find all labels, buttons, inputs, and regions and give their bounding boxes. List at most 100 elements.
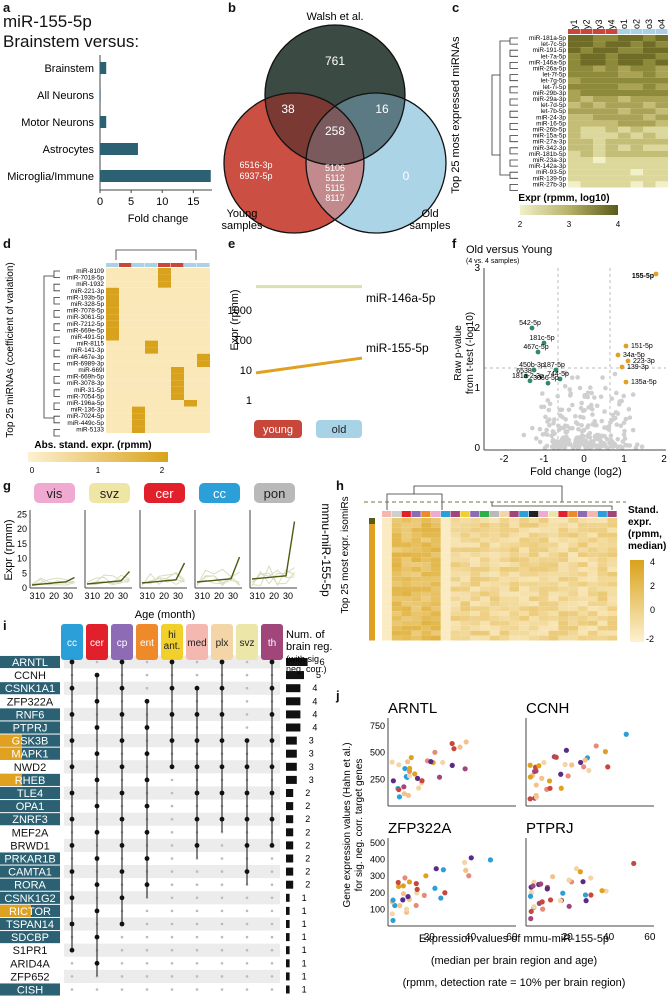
heatmap-cell (568, 527, 578, 533)
data-point-up-old (623, 343, 629, 349)
matrix-dot-filled (119, 738, 125, 743)
heatmap-cell (605, 41, 618, 48)
matrix-dot-empty (170, 870, 174, 873)
row-label: miR-29b-3p (533, 90, 567, 97)
heatmap-cell (391, 596, 402, 602)
row-label: miR-26a-5p (533, 66, 567, 73)
data-point (401, 784, 407, 790)
heatmap-cell (401, 518, 412, 523)
heatmap-cell (568, 181, 581, 188)
column-group-bar (132, 263, 145, 267)
y-tick-label: 1 (246, 395, 252, 407)
bar-category-label: Brainstem (44, 63, 94, 75)
heatmap-cell (391, 625, 402, 631)
heatmap-cell (568, 518, 578, 523)
gene-label-bg (0, 708, 60, 721)
panel-h-heatmap: Top 25 most expr. isomiRs Stand. expr. (… (340, 485, 666, 644)
heatmap-cell (519, 552, 529, 558)
heatmap-cell (460, 547, 471, 553)
heatmap-cell (450, 611, 461, 616)
matrix-dot-empty (170, 831, 174, 834)
heatmap-cell (509, 522, 520, 528)
row-label: miR-191-5p (533, 47, 567, 54)
matrix-dot-empty (170, 896, 174, 900)
heatmap-cell (607, 601, 618, 607)
heatmap-cell (145, 406, 158, 414)
gene-label: TSPAN14 (6, 919, 54, 931)
data-point (582, 892, 589, 898)
heatmap-cell (597, 581, 608, 587)
count-bar (286, 893, 290, 902)
region-header (211, 624, 233, 660)
heatmap-cell (630, 77, 643, 84)
data-point (581, 764, 587, 770)
heatmap-cell (509, 552, 520, 558)
region-header (186, 624, 208, 660)
column-label: o1 (619, 19, 629, 29)
heatmap-cell (630, 163, 643, 170)
heatmap-cell (391, 581, 402, 587)
heatmap-cell (470, 518, 480, 523)
heatmap-cell (480, 616, 490, 621)
panel-f-xlabel: Fold change (log2) (530, 466, 622, 478)
gene-label: CSNK1A1 (5, 683, 55, 695)
heatmap-cell (431, 542, 441, 548)
heatmap-cell (132, 367, 145, 374)
heatmap-cell (618, 47, 631, 54)
heatmap-cell (106, 287, 119, 295)
heatmap-cell (421, 611, 431, 616)
heatmap-cell (593, 144, 606, 151)
matrix-dot-filled (69, 764, 75, 770)
heatmap-cell (132, 294, 145, 301)
heatmap-cell (489, 591, 500, 597)
matrix-dot-filled (119, 659, 125, 665)
matrix-dot-filled (169, 712, 175, 717)
heatmap-cell (548, 542, 559, 548)
heatmap-cell (197, 274, 210, 282)
heatmap-cell (580, 138, 593, 145)
heatmap-cell (401, 581, 412, 587)
heatmap-cell (119, 274, 132, 282)
matrix-dot-empty (220, 935, 224, 939)
heatmap-cell (538, 562, 549, 567)
heatmap-cell (593, 163, 606, 170)
count-bar (286, 762, 297, 771)
heatmap-cell (489, 630, 500, 636)
x-tick-label: 20 (269, 591, 279, 601)
heatmap-cell (489, 586, 500, 592)
point-label: 181a-2-3p (512, 373, 544, 380)
data-point (406, 773, 413, 779)
heatmap-cell (529, 606, 539, 612)
data-point (421, 892, 427, 898)
row-label: miR-328-5p (71, 301, 105, 308)
heatmap-cell (197, 314, 210, 321)
data-point (590, 412, 595, 417)
heatmap-cell (568, 77, 581, 84)
heatmap-cell (558, 562, 569, 567)
heatmap-cell (470, 591, 480, 597)
heatmap-cell (618, 96, 631, 103)
data-point (436, 774, 443, 780)
matrix-dot-filled (269, 659, 275, 665)
heatmap-cell (529, 522, 539, 528)
heatmap-cell (568, 601, 578, 607)
heatmap-cell (431, 581, 441, 587)
data-point (615, 436, 621, 442)
heatmap-cell (421, 557, 431, 563)
heatmap-cell (499, 527, 510, 533)
heatmap-cell (519, 606, 529, 612)
heatmap-cell (593, 65, 606, 72)
heatmap-cell (391, 542, 402, 548)
heatmap-cell (548, 571, 559, 577)
gene-label-bg (0, 747, 22, 760)
heatmap-cell (548, 527, 559, 533)
heatmap-cell (597, 606, 608, 612)
data-point (554, 439, 559, 444)
row-label: miR-193b-5p (67, 294, 104, 301)
heatmap-cell (529, 616, 539, 621)
matrix-dot-filled (269, 685, 275, 691)
matrix-dot-empty (270, 909, 274, 913)
heatmap-cell (158, 294, 171, 301)
data-point (545, 398, 551, 403)
